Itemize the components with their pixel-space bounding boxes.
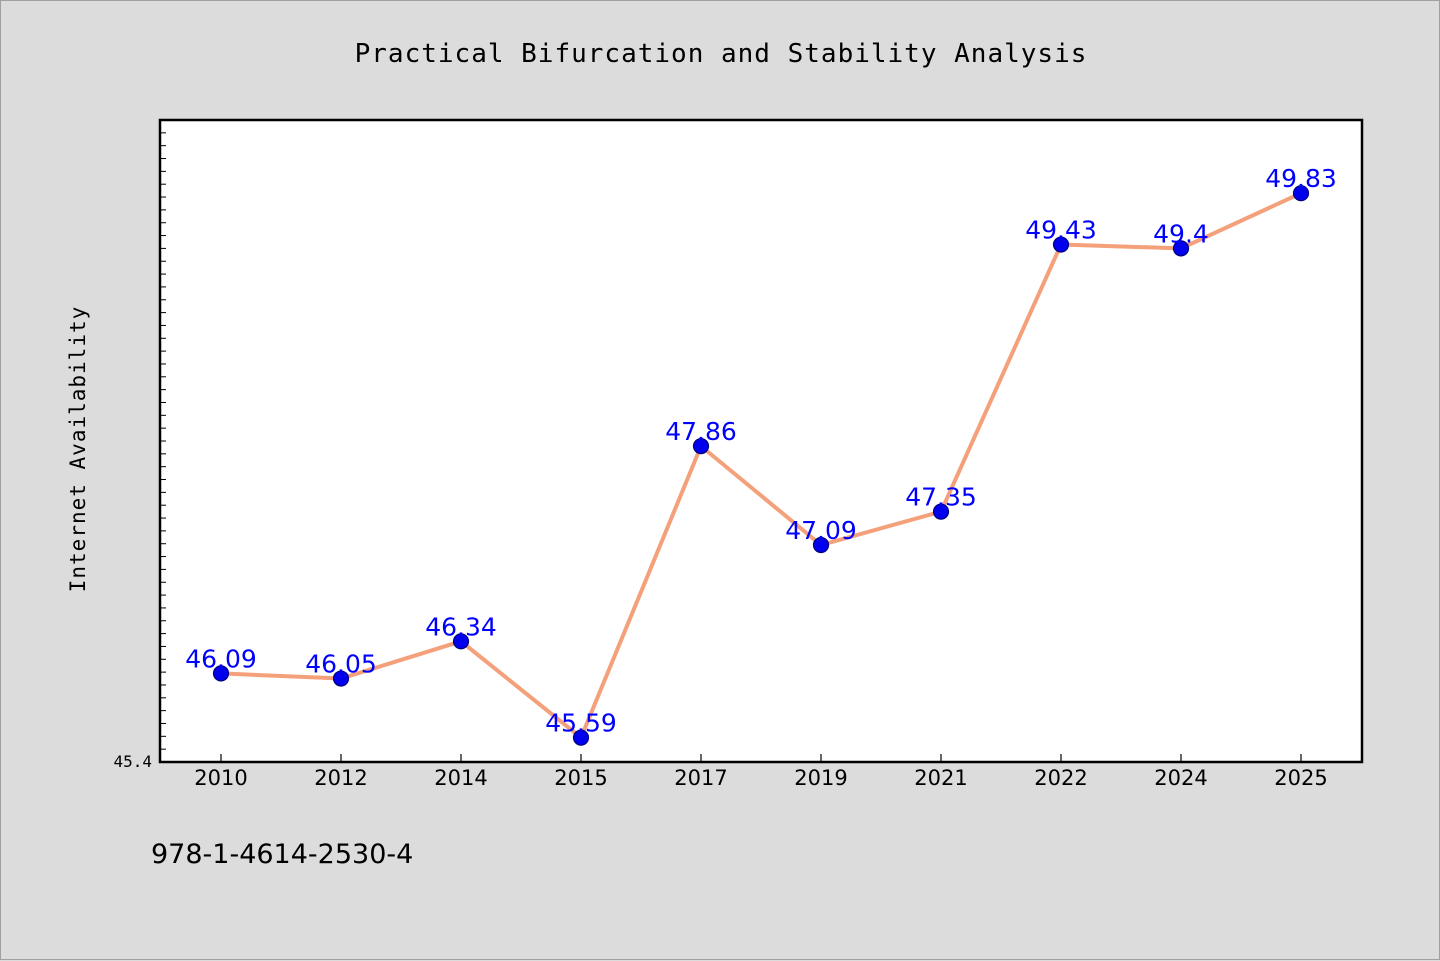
data-label: 47.86 [665,417,737,446]
data-point [1052,236,1070,253]
series-line-group [212,185,1310,746]
x-tick-label: 2015 [554,766,607,790]
data-point [1172,240,1190,257]
data-label: 47.35 [905,483,977,512]
data-point [1292,185,1310,202]
x-tick-label: 2017 [674,766,727,790]
data-label: 49.43 [1025,216,1097,245]
x-tick-label: 2019 [794,766,847,790]
series-line [220,191,1302,740]
data-point [332,670,350,687]
data-point [812,536,830,554]
x-tick-label: 2025 [1274,766,1327,790]
y-axis: 45.4 [113,132,166,771]
x-tick-label: 2022 [1034,766,1087,790]
data-label: 47.09 [785,516,857,545]
data-label: 49.83 [1265,164,1337,193]
x-tick-label: 2024 [1154,766,1207,790]
x-tick-label: 2010 [194,766,247,790]
data-label: 45.59 [545,709,617,738]
data-point [452,633,470,650]
data-label-group: 46.09 46.05 46.34 45.59 47.86 47.09 47.35 49.43… [185,164,1337,737]
data-label: 46.34 [425,612,497,641]
footnote-isbn: 978-1-4614-2530-4 [151,839,413,870]
data-point [692,438,710,455]
x-tick-label: 2012 [314,766,367,790]
x-tick-label: 2021 [914,766,967,790]
data-label: 49.4 [1153,219,1209,248]
data-point [932,503,950,520]
data-label: 46.05 [305,650,377,679]
x-axis: 2010 2012 2014 2015 2017 2019 2021 2022 2024 2025 [194,754,1328,790]
chart-title: Practical Bifurcation and Stability Anal… [355,39,1088,69]
y-tick-label: 45.4 [113,752,152,771]
data-label: 46.09 [185,644,257,673]
plot-area [158,118,1364,764]
x-tick-label: 2014 [434,766,487,790]
y-axis-label: Internet Availability [66,306,90,593]
data-point [212,665,230,682]
data-point [572,729,590,746]
